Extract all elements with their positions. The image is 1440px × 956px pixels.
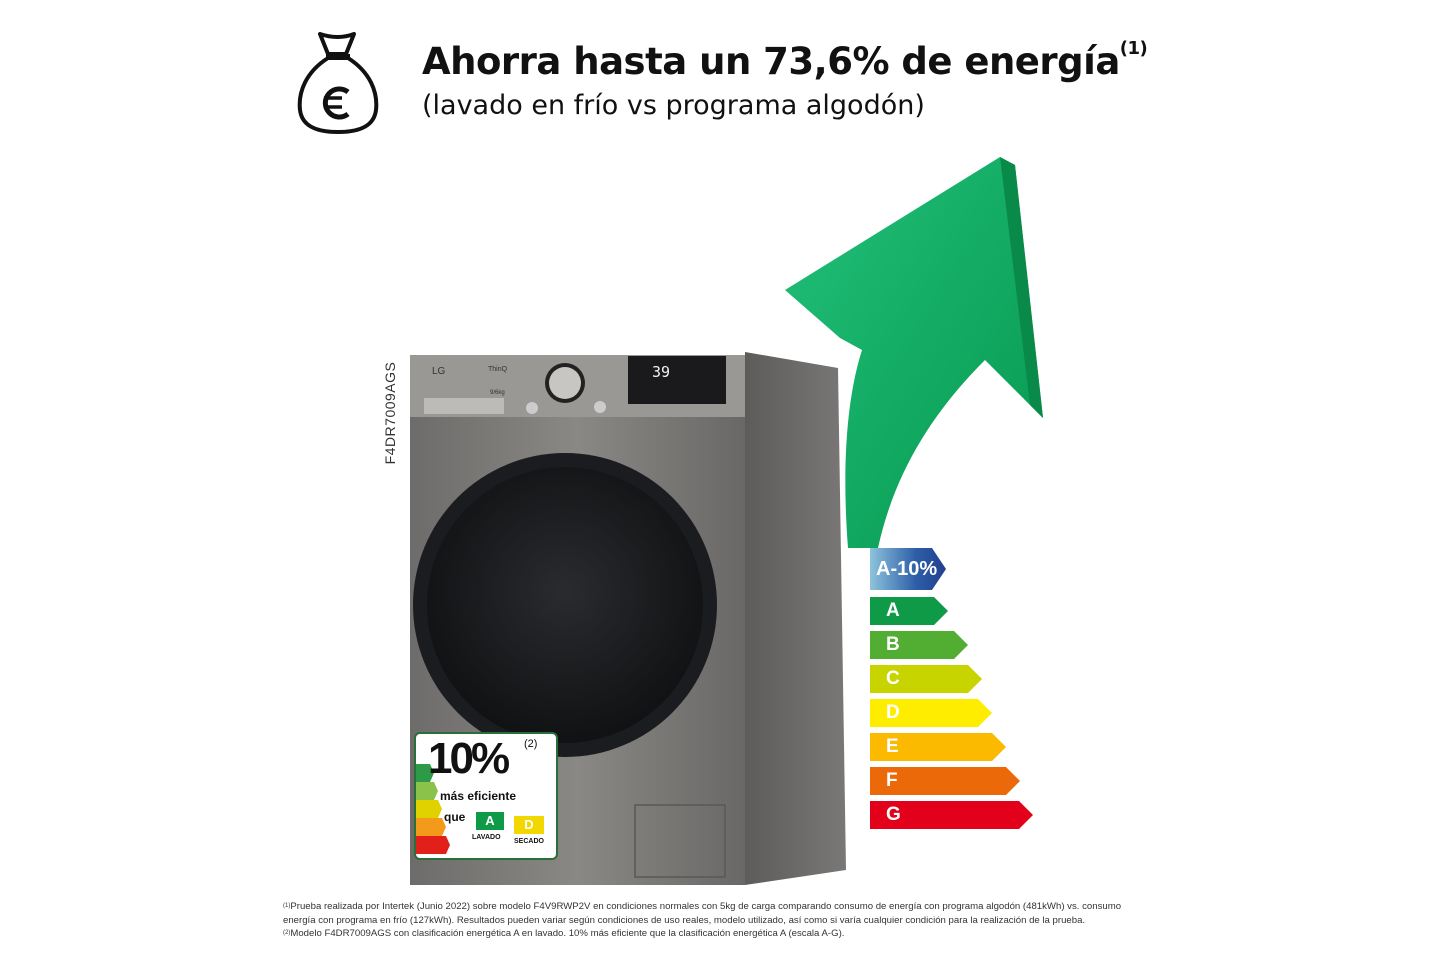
footnote-text: energía con programa en frío (127kWh). R… <box>283 914 1086 926</box>
badge-line2: que <box>444 810 466 824</box>
badge-footnote-mark: (2) <box>524 738 538 750</box>
money-bag-euro-icon <box>297 32 379 135</box>
headline-footnote-mark: (1) <box>1119 38 1148 59</box>
footnote-mark: (1) <box>283 903 291 909</box>
footnote-1-cont: energía con programa en frío (127kWh). R… <box>283 914 1121 928</box>
energy-class-a-minus-10: A-10% <box>870 548 946 590</box>
subheadline: (lavado en frío vs programa algodón) <box>422 90 925 121</box>
headline-text: Ahorra hasta un 73,6% de energía <box>422 40 1120 83</box>
wash-class-label: A <box>476 812 504 830</box>
badge-line1: más eficiente <box>440 789 517 803</box>
energy-class-b: B <box>870 631 968 659</box>
badge-percent: 10% <box>428 734 510 783</box>
energy-class-c: C <box>870 665 982 693</box>
energy-class-e: E <box>870 733 1006 761</box>
footnote-text: Modelo F4DR7009AGS con clasificación ene… <box>290 928 845 939</box>
footnote-text: Prueba realizada por Intertek (Junio 202… <box>290 901 1122 912</box>
energy-class-a: A <box>870 597 948 625</box>
energy-class-d: D <box>870 699 992 727</box>
headline: Ahorra hasta un 73,6% de energía(1) <box>422 38 1148 83</box>
series-label: ThinQ <box>488 366 508 373</box>
dry-label: SECADO <box>514 838 544 845</box>
display-readout: 39 <box>652 363 671 381</box>
model-number: F4DR7009AGS <box>382 361 398 465</box>
dry-class-label: D <box>514 816 544 834</box>
energy-class-g: G <box>870 801 1033 829</box>
footnote-mark: (2) <box>283 930 291 936</box>
wash-label: LAVADO <box>472 834 501 841</box>
footnote-2: (2)Modelo F4DR7009AGS con clasificación … <box>283 927 1121 941</box>
capacity-label: 9/6kg <box>490 390 505 396</box>
energy-class-f: F <box>870 767 1020 795</box>
brand-logo: LG <box>432 366 446 377</box>
footnote-1: (1)Prueba realizada por Intertek (Junio … <box>283 900 1121 914</box>
efficiency-badge: 10% (2) más eficiente que A LAVADO D SEC… <box>414 732 558 860</box>
footnotes: (1)Prueba realizada por Intertek (Junio … <box>283 900 1121 941</box>
